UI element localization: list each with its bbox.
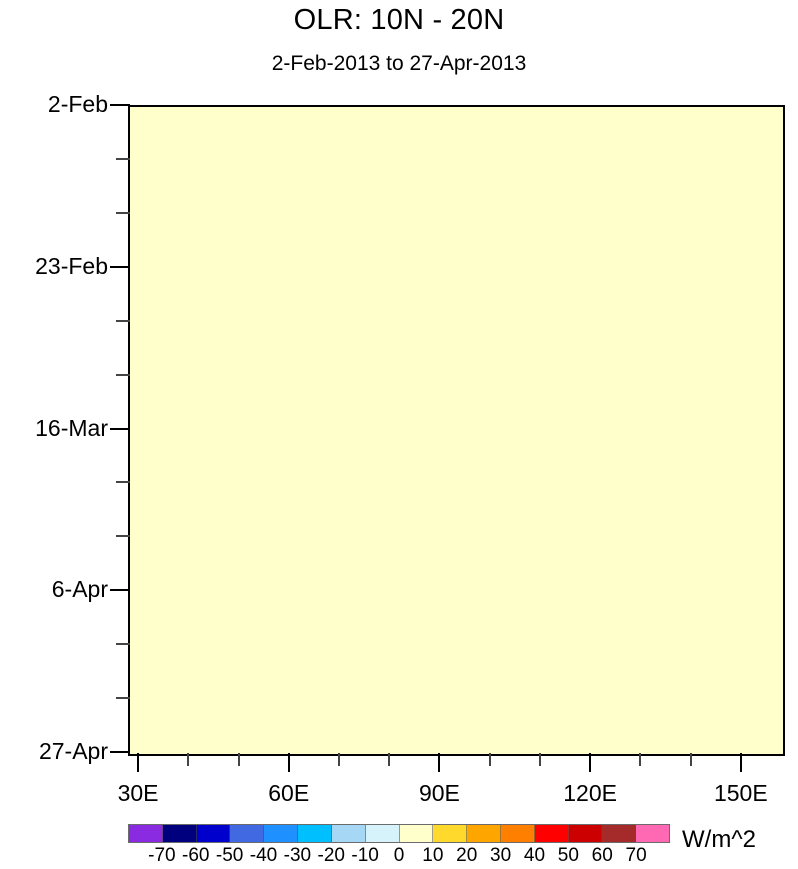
- colorbar-swatch-1[interactable]: [162, 825, 197, 842]
- page-title: OLR: 10N - 20N: [293, 4, 505, 36]
- y-tick-major: [110, 751, 130, 753]
- colorbar-tick-50: 50: [557, 845, 579, 866]
- plot-area[interactable]: [128, 105, 785, 756]
- colorbar-tick--70: -70: [148, 845, 176, 866]
- x-tick-minor: [337, 753, 340, 766]
- x-tick-major: [589, 753, 592, 772]
- colorbar-tick--40: -40: [249, 845, 278, 866]
- x-tick-major: [438, 753, 441, 772]
- colorbar-tick-40: 40: [523, 845, 546, 866]
- x-tick-minor: [488, 753, 491, 766]
- y-tick-major: [110, 104, 130, 106]
- x-tick-major: [287, 753, 290, 772]
- colorbar-tick--60: -60: [182, 845, 210, 866]
- y-axis-label-4: 27-Apr: [38, 738, 108, 764]
- x-axis-label-1: 60E: [268, 780, 310, 806]
- x-tick-major: [137, 753, 140, 772]
- colorbar-tick-10: 10: [422, 845, 444, 866]
- colorbar-swatch-15[interactable]: [636, 825, 669, 842]
- y-axis-label-1: 23-Feb: [35, 252, 108, 279]
- colorbar-tick-30: 30: [490, 845, 512, 866]
- x-axis-label-3: 120E: [563, 780, 617, 806]
- y-axis-label-2: 16-Mar: [35, 414, 108, 441]
- colorbar-tick-0: 0: [393, 845, 405, 866]
- colorbar-swatch-6[interactable]: [331, 825, 366, 842]
- colorbar-swatch-5[interactable]: [298, 825, 332, 842]
- colorbar-tick--50: -50: [215, 845, 244, 866]
- colorbar-swatch-12[interactable]: [534, 825, 569, 842]
- y-axis-label-3: 6-Apr: [51, 576, 108, 603]
- colorbar-tick--20: -20: [317, 845, 345, 866]
- x-axis-label-0: 30E: [117, 780, 159, 806]
- x-tick-minor: [237, 753, 240, 766]
- x-axis-label-2: 90E: [418, 780, 460, 806]
- colorbar-tick-labels: -70 -60 -50 -40 -30 -20 -10 0 10 20 30 40 50 60 70: [128, 845, 670, 869]
- colorbar-swatch-13[interactable]: [568, 825, 603, 842]
- colorbar-tick--30: -30: [283, 845, 312, 866]
- y-tick-minor: [116, 373, 130, 376]
- y-tick-major: [110, 427, 130, 430]
- colorbar[interactable]: [128, 824, 670, 843]
- y-tick-major: [110, 265, 130, 268]
- x-axis-label-4: 150E: [713, 780, 768, 806]
- colorbar-swatch-9[interactable]: [433, 825, 468, 842]
- colorbar-swatch-2[interactable]: [196, 825, 231, 842]
- colorbar-swatch-11[interactable]: [500, 825, 535, 842]
- colorbar-swatch-3[interactable]: [230, 825, 265, 842]
- x-tick-minor: [187, 753, 190, 766]
- colorbar-units-label: W/m^2: [682, 826, 756, 853]
- figure-subtitle: 2-Feb-2013 to 27-Apr-2013: [271, 52, 527, 75]
- y-tick-major: [110, 589, 130, 592]
- colorbar-swatch-8[interactable]: [399, 825, 434, 842]
- colorbar-tick-70: 70: [625, 845, 647, 866]
- colorbar-tick-60: 60: [591, 845, 613, 866]
- y-axis-label-0: 2-Feb: [47, 91, 108, 117]
- y-tick-minor: [116, 481, 130, 484]
- colorbar-swatch-14[interactable]: [602, 825, 637, 842]
- colorbar-tick-20: 20: [456, 845, 478, 866]
- x-tick-minor: [689, 753, 692, 766]
- colorbar-swatch-0[interactable]: [129, 825, 163, 842]
- y-tick-minor: [116, 157, 130, 160]
- colorbar-tick--10: -10: [351, 845, 379, 866]
- x-tick-minor: [639, 753, 642, 766]
- x-tick-minor: [538, 753, 541, 766]
- colorbar-swatch-10[interactable]: [467, 825, 501, 842]
- y-tick-minor: [116, 697, 130, 700]
- x-tick-major: [739, 753, 742, 772]
- hovmoller-contour-canvas: [130, 107, 783, 754]
- y-tick-minor: [116, 643, 130, 646]
- y-tick-minor: [116, 211, 130, 214]
- colorbar-swatch-7[interactable]: [365, 825, 400, 842]
- x-tick-minor: [388, 753, 391, 766]
- y-tick-minor: [116, 535, 130, 538]
- colorbar-swatch-4[interactable]: [264, 825, 299, 842]
- y-tick-minor: [116, 319, 130, 322]
